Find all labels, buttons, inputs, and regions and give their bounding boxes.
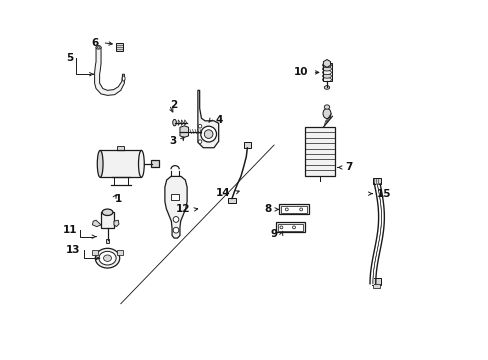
Circle shape: [173, 217, 179, 222]
Ellipse shape: [122, 76, 125, 81]
Bar: [305, 127, 334, 176]
Ellipse shape: [322, 74, 331, 78]
Polygon shape: [198, 90, 218, 148]
Text: 7: 7: [344, 162, 351, 172]
Bar: [372, 178, 380, 184]
Bar: [371, 278, 380, 285]
Bar: [100, 150, 141, 177]
Bar: [101, 212, 114, 228]
Bar: [281, 206, 306, 213]
Ellipse shape: [322, 77, 331, 82]
Ellipse shape: [324, 86, 329, 89]
Ellipse shape: [97, 150, 103, 177]
Text: 2: 2: [169, 100, 177, 110]
Ellipse shape: [99, 251, 116, 265]
Text: 9: 9: [270, 229, 277, 239]
Ellipse shape: [322, 70, 331, 75]
Circle shape: [204, 130, 212, 138]
Polygon shape: [92, 220, 101, 226]
Bar: [279, 204, 308, 215]
Polygon shape: [181, 120, 183, 126]
Ellipse shape: [96, 45, 101, 49]
Ellipse shape: [323, 108, 330, 118]
Polygon shape: [164, 176, 187, 238]
Bar: [117, 146, 124, 150]
Ellipse shape: [138, 150, 144, 177]
Circle shape: [280, 226, 282, 229]
Bar: [92, 250, 98, 255]
Ellipse shape: [103, 255, 111, 261]
Bar: [244, 142, 250, 148]
Polygon shape: [184, 120, 186, 126]
Ellipse shape: [322, 63, 331, 67]
Bar: [171, 194, 178, 200]
Ellipse shape: [322, 67, 331, 71]
Polygon shape: [178, 120, 180, 126]
Ellipse shape: [95, 248, 120, 268]
Bar: [116, 43, 123, 51]
Bar: [322, 63, 331, 81]
Text: 1: 1: [114, 194, 122, 204]
Bar: [228, 198, 235, 203]
Circle shape: [198, 125, 202, 128]
Bar: [151, 160, 159, 167]
Bar: [117, 250, 122, 255]
Circle shape: [285, 208, 287, 211]
Polygon shape: [94, 47, 124, 95]
Circle shape: [173, 227, 179, 233]
Text: 6: 6: [91, 38, 98, 48]
Text: 8: 8: [264, 204, 271, 215]
Bar: [106, 239, 109, 243]
Text: 13: 13: [65, 245, 80, 255]
Ellipse shape: [172, 120, 176, 126]
Bar: [372, 284, 379, 288]
Ellipse shape: [97, 46, 100, 48]
Text: 3: 3: [169, 136, 176, 146]
Bar: [275, 222, 305, 232]
Text: 15: 15: [376, 189, 390, 199]
Polygon shape: [114, 220, 119, 226]
Polygon shape: [180, 126, 188, 137]
Text: 12: 12: [175, 204, 190, 215]
Text: 4: 4: [215, 115, 222, 125]
Bar: [277, 224, 303, 230]
Circle shape: [198, 140, 202, 143]
Text: 5: 5: [66, 53, 73, 63]
Polygon shape: [323, 59, 330, 67]
Text: 11: 11: [63, 225, 78, 235]
Text: 14: 14: [216, 188, 230, 198]
Circle shape: [299, 208, 302, 211]
Circle shape: [201, 126, 216, 142]
Ellipse shape: [324, 105, 329, 109]
Ellipse shape: [102, 209, 113, 216]
Circle shape: [292, 226, 295, 229]
Text: 10: 10: [293, 67, 308, 77]
Ellipse shape: [200, 129, 203, 134]
